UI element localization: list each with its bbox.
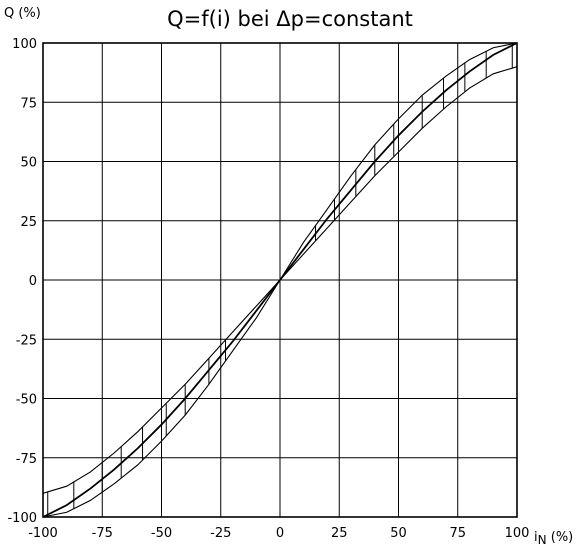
x-tick-label: 25 — [331, 526, 348, 541]
x-tick-labels: -100 -75 -50 -25 0 25 50 75 100 — [28, 526, 529, 541]
curves — [42, 42, 518, 518]
x-tick-label: 75 — [449, 526, 466, 541]
y-tick-label: -25 — [16, 333, 37, 348]
x-tick-label: -75 — [92, 526, 113, 541]
x-tick-label: 50 — [390, 526, 407, 541]
x-axis-label-unit: (%) — [547, 530, 574, 545]
x-axis-label-main: i — [534, 530, 538, 545]
y-tick-label: -100 — [7, 511, 37, 526]
y-tick-label: 0 — [29, 274, 37, 289]
y-tick-labels: -100 -75 -50 -25 0 25 50 75 100 — [7, 37, 37, 526]
x-tick-label: -100 — [28, 526, 58, 541]
x-tick-label: 0 — [276, 526, 284, 541]
chart-title: Q=f(i) bei Δp=constant — [167, 7, 413, 31]
tolerance-bars — [47, 43, 513, 517]
x-axis-label-sub: N — [538, 533, 547, 546]
y-tick-label: 75 — [20, 96, 37, 111]
y-tick-label: 50 — [20, 156, 37, 171]
y-tick-label: 100 — [12, 37, 37, 52]
x-tick-label: -50 — [151, 526, 172, 541]
y-tick-label: -50 — [16, 393, 37, 408]
y-axis-label: Q (%) — [4, 6, 41, 21]
y-tick-label: -75 — [16, 452, 37, 467]
x-axis-label: iN (%) — [534, 530, 573, 546]
plot-frame — [42, 42, 518, 518]
x-tick-label: -25 — [210, 526, 231, 541]
curve-lower-band — [42, 66, 518, 494]
x-tick-label: 100 — [505, 526, 530, 541]
y-tick-label: 25 — [20, 215, 37, 230]
